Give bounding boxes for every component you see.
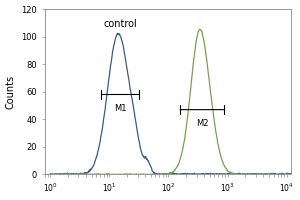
Text: control: control [103,19,137,29]
Y-axis label: Counts: Counts [6,75,16,109]
Text: M1: M1 [114,104,127,113]
Text: M2: M2 [196,119,208,128]
